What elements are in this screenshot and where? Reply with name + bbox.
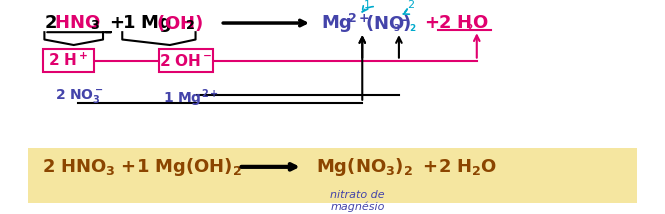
- Text: $\mathbf{_2}$: $\mathbf{_2}$: [186, 14, 196, 32]
- Text: nitrato de
magnésio: nitrato de magnésio: [331, 190, 385, 212]
- Text: $\mathbf{+}$: $\mathbf{+}$: [422, 158, 437, 176]
- Text: $\mathbf{2+}$: $\mathbf{2+}$: [346, 12, 369, 25]
- Text: $\mathbf{+}$: $\mathbf{+}$: [120, 158, 134, 176]
- Text: $\mathbf{Mg}$: $\mathbf{Mg}$: [321, 13, 352, 34]
- Text: $\mathbf{_2}$: $\mathbf{_2}$: [409, 21, 416, 34]
- Text: $\mathbf{2\ H^+}$: $\mathbf{2\ H^+}$: [48, 52, 88, 69]
- FancyBboxPatch shape: [43, 49, 94, 73]
- Text: $\mathbf{2}$: $\mathbf{2}$: [45, 14, 57, 32]
- Text: $\mathbf{2\ OH^-}$: $\mathbf{2\ OH^-}$: [159, 53, 212, 69]
- Text: $\mathbf{)}$: $\mathbf{)}$: [402, 13, 410, 33]
- Text: $\mathbf{1\ Mg(OH)_2}$: $\mathbf{1\ Mg(OH)_2}$: [136, 156, 242, 178]
- Text: 2: 2: [407, 0, 414, 10]
- Text: $\mathbf{2\ HNO_3}$: $\mathbf{2\ HNO_3}$: [42, 157, 116, 177]
- Text: $\mathbf{_3}$: $\mathbf{_3}$: [90, 14, 100, 32]
- Text: $\mathbf{\bar{\ }}$: $\mathbf{\bar{\ }}$: [401, 12, 408, 25]
- Text: $\mathbf{_2}$: $\mathbf{_2}$: [465, 21, 473, 34]
- Text: $\mathbf{+}$: $\mathbf{+}$: [108, 14, 124, 32]
- Text: $\mathbf{Mg(NO_3)_2}$: $\mathbf{Mg(NO_3)_2}$: [317, 156, 414, 178]
- Text: $\mathbf{2\ NO_3^-}$: $\mathbf{2\ NO_3^-}$: [55, 87, 104, 105]
- Text: $\mathbf{(NO}$: $\mathbf{(NO}$: [365, 13, 405, 33]
- Text: $\mathbf{2\ H_2O}$: $\mathbf{2\ H_2O}$: [438, 157, 497, 177]
- Text: $\mathbf{1\ Mg}$: $\mathbf{1\ Mg}$: [122, 13, 172, 34]
- Text: $\mathbf{+}$: $\mathbf{+}$: [424, 14, 439, 32]
- Text: $\mathbf{HNO}$: $\mathbf{HNO}$: [54, 14, 100, 32]
- Text: $\mathbf{(OH)}$: $\mathbf{(OH)}$: [156, 13, 203, 33]
- FancyBboxPatch shape: [28, 148, 637, 203]
- FancyBboxPatch shape: [159, 49, 213, 73]
- Text: $\mathbf{2\ H}$: $\mathbf{2\ H}$: [438, 14, 472, 32]
- Text: $\mathbf{_3}$: $\mathbf{_3}$: [392, 21, 400, 34]
- Text: 1: 1: [363, 0, 370, 10]
- Text: $\mathbf{1\ Mg^{2+}}$: $\mathbf{1\ Mg^{2+}}$: [164, 87, 219, 109]
- Text: $\mathbf{O}$: $\mathbf{O}$: [472, 14, 489, 32]
